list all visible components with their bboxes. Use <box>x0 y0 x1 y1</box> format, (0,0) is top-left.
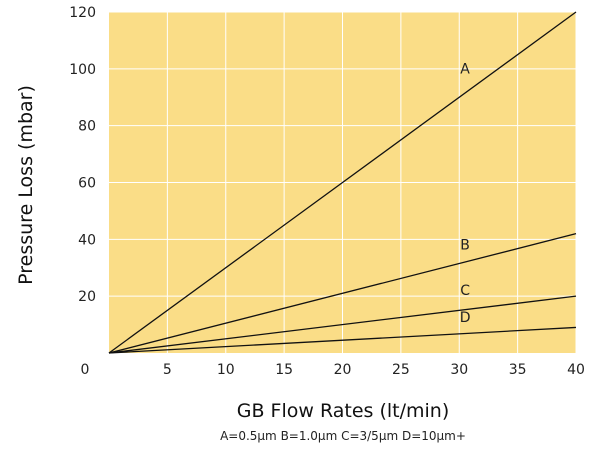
particle-size-footnote: A=0.5µm B=1.0µm C=3/5µm D=10µm+ <box>220 429 466 443</box>
y-axis-title: Pressure Loss (mbar) <box>15 85 37 285</box>
x-tick-label: 30 <box>450 362 468 378</box>
x-tick-labels: 5 10 15 20 25 30 35 40 <box>163 362 585 378</box>
series-labels: A B CD <box>460 61 471 326</box>
y-tick-label: 60 <box>78 176 96 192</box>
x-tick-label: 35 <box>509 362 527 378</box>
y-tick-label: 40 <box>78 232 96 248</box>
y-tick-label: 100 <box>69 62 96 78</box>
x-tick-label: 20 <box>334 362 352 378</box>
series-label-b: B <box>460 238 470 254</box>
y-tick-label: 20 <box>78 289 96 305</box>
x-tick-label: 5 <box>163 362 172 378</box>
y-tick-labels: 20 40 60 80 100 120 <box>69 5 96 305</box>
series-line-c <box>108 295 577 354</box>
x-tick-label: 10 <box>217 362 235 378</box>
series-label-c: C <box>460 283 470 299</box>
series-line-d <box>108 326 577 354</box>
series-label-a: A <box>460 61 470 77</box>
x-axis-title: GB Flow Rates (lt/min) <box>237 400 450 422</box>
origin-tick-label: 0 <box>81 362 90 378</box>
series-label-d: D <box>460 310 471 326</box>
x-tick-label: 40 <box>567 362 585 378</box>
series-lines <box>108 11 577 354</box>
y-tick-label: 120 <box>69 5 96 21</box>
series-line-a <box>108 11 577 354</box>
y-tick-label: 80 <box>78 119 96 135</box>
series-line-b <box>108 233 577 354</box>
x-tick-label: 15 <box>275 362 293 378</box>
x-tick-label: 25 <box>392 362 410 378</box>
